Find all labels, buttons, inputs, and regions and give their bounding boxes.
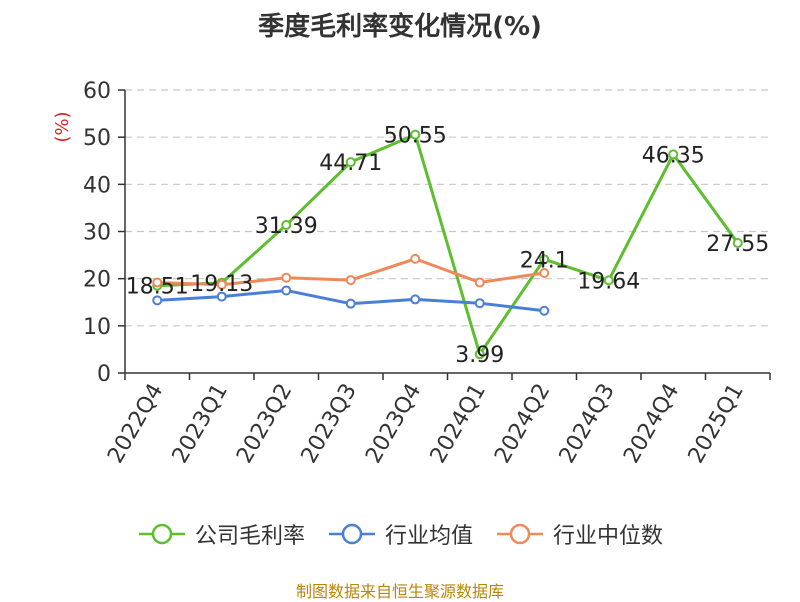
legend-item[interactable]: 行业均值 <box>327 518 473 550</box>
data-point <box>281 285 292 296</box>
data-point <box>410 129 421 140</box>
legend-label: 行业均值 <box>384 524 473 549</box>
data-point <box>474 277 485 288</box>
y-tick-label: 10 <box>83 315 111 340</box>
data-point <box>474 349 485 360</box>
data-label: 24.1 <box>520 248 569 273</box>
legend: 公司毛利率 行业均值 行业中位数 <box>0 518 800 550</box>
legend-symbol-icon <box>328 523 375 545</box>
data-point <box>345 275 356 286</box>
data-point <box>345 298 356 309</box>
data-point <box>152 295 163 306</box>
data-point <box>410 294 421 305</box>
data-point <box>216 279 227 290</box>
data-point <box>539 305 550 316</box>
data-label: 3.99 <box>455 343 504 368</box>
x-tick-label: 2023Q1 <box>168 380 233 468</box>
x-tick-label: 2024Q2 <box>490 380 555 468</box>
data-point <box>603 275 614 286</box>
data-point <box>668 149 679 160</box>
legend-symbol-icon <box>138 523 185 545</box>
data-point <box>539 254 550 265</box>
y-tick-label: 20 <box>83 268 111 293</box>
data-label: 50.55 <box>384 124 447 149</box>
y-tick-label: 50 <box>83 126 111 151</box>
x-tick-label: 2022Q4 <box>103 380 168 468</box>
data-point <box>281 219 292 230</box>
series-lines <box>152 129 743 360</box>
data-label: 27.55 <box>706 232 769 257</box>
x-tick-label: 2025Q1 <box>684 380 749 468</box>
data-label: 46.35 <box>642 143 705 168</box>
data-point <box>474 298 485 309</box>
data-label: 18.51 <box>126 275 189 300</box>
y-tick-label: 60 <box>83 79 111 104</box>
data-point <box>281 272 292 283</box>
series-line <box>157 133 739 356</box>
data-label: 19.13 <box>190 272 253 297</box>
x-tick-label: 2024Q3 <box>555 380 620 468</box>
x-tick-label: 2023Q3 <box>297 380 362 468</box>
x-tick-label: 2024Q1 <box>426 380 491 468</box>
data-label: 44.71 <box>319 151 382 176</box>
legend-item[interactable]: 公司毛利率 <box>137 518 305 550</box>
legend-label: 行业中位数 <box>553 524 664 549</box>
data-label: 31.39 <box>255 214 318 239</box>
data-point <box>216 291 227 302</box>
chart-title: 季度毛利率变化情况(%) <box>258 12 542 42</box>
data-point <box>152 277 163 288</box>
x-tick-label: 2023Q4 <box>361 380 426 468</box>
data-point <box>539 268 550 279</box>
y-tick-label: 30 <box>83 221 111 246</box>
data-label: 19.64 <box>577 269 640 294</box>
legend-label: 公司毛利率 <box>194 524 305 549</box>
source-note: 制图数据来自恒生聚源数据库 <box>295 582 504 601</box>
data-point <box>345 157 356 168</box>
data-point <box>732 238 743 249</box>
legend-item[interactable]: 行业中位数 <box>495 518 663 550</box>
x-tick-label: 2024Q4 <box>619 380 684 468</box>
y-axis-label: (%) <box>52 111 73 142</box>
y-tick-label: 40 <box>83 173 111 198</box>
legend-symbol-icon <box>497 523 543 545</box>
x-tick-label: 2023Q2 <box>232 380 297 468</box>
data-point <box>410 253 421 264</box>
y-tick-label: 0 <box>97 362 111 387</box>
